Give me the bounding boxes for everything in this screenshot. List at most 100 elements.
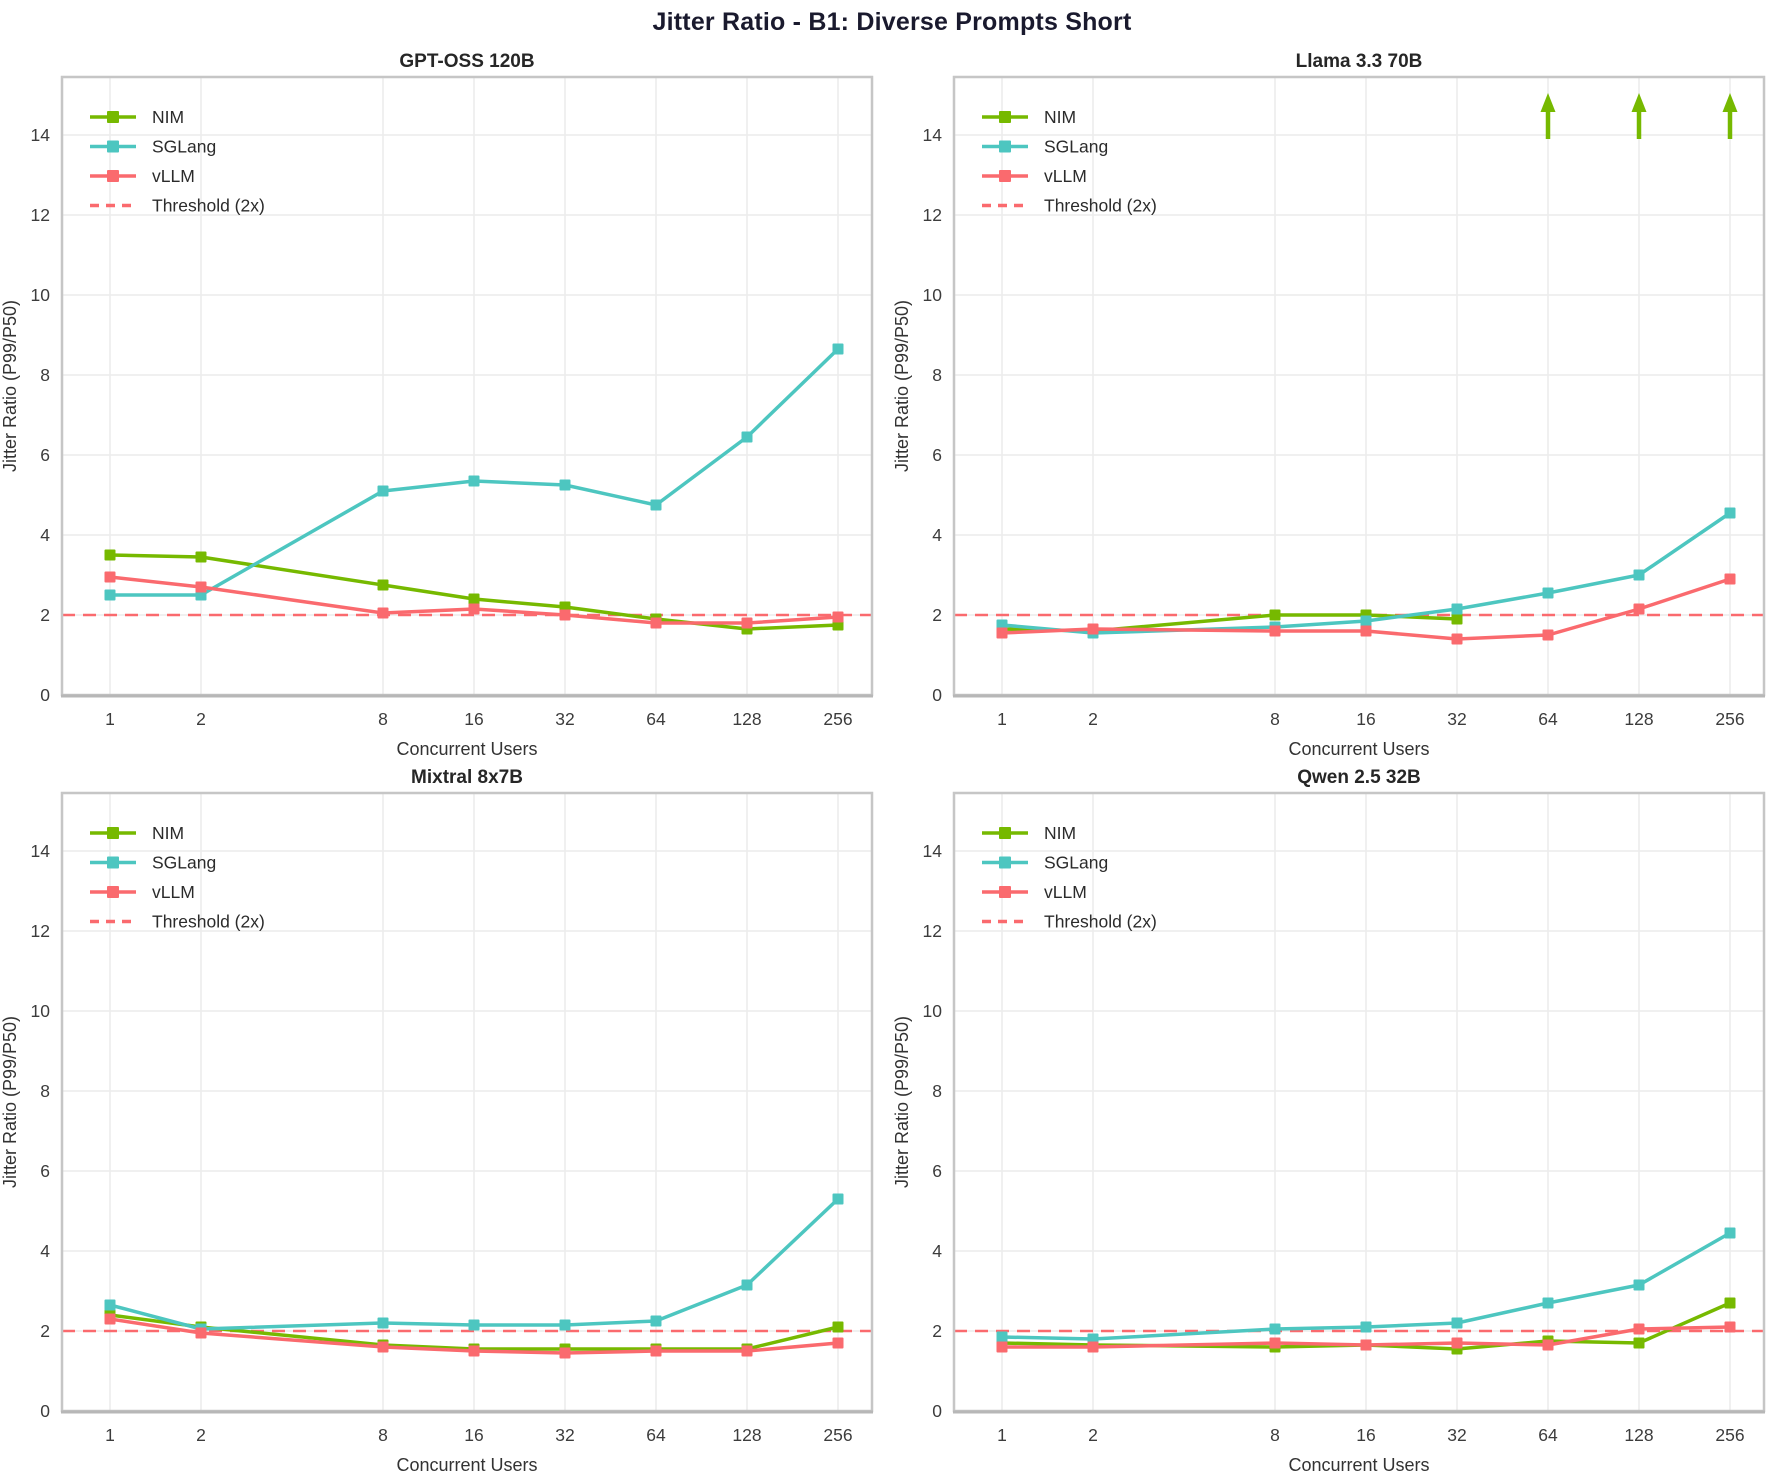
subplot-title: GPT-OSS 120B [399, 51, 534, 72]
marker-vllm [195, 581, 207, 593]
legend-label: vLLM [152, 166, 195, 186]
x-axis-label: Concurrent Users [1288, 739, 1429, 759]
figure-title: Jitter Ratio - B1: Diverse Prompts Short [652, 8, 1132, 36]
marker-vllm [1087, 1341, 1099, 1353]
x-tick-label: 256 [823, 1425, 852, 1445]
y-tick-label: 8 [932, 1081, 942, 1101]
marker-sglang [1542, 587, 1554, 599]
y-tick-label: 12 [923, 921, 942, 941]
x-tick-label: 1 [997, 1425, 1007, 1445]
marker-sglang [1633, 1279, 1645, 1291]
marker-nim [195, 551, 207, 563]
marker-sglang [1451, 1317, 1463, 1329]
subplot-title: Llama 3.3 70B [1296, 51, 1423, 72]
marker-vllm [1633, 1323, 1645, 1335]
subplot-title: Qwen 2.5 32B [1297, 767, 1421, 788]
y-tick-label: 0 [40, 1401, 50, 1421]
y-tick-label: 14 [923, 841, 943, 861]
y-tick-label: 12 [31, 205, 50, 225]
legend-label: NIM [1044, 107, 1076, 127]
legend-sample-marker [999, 827, 1011, 839]
x-tick-label: 64 [1538, 709, 1558, 729]
legend-label: Threshold (2x) [152, 912, 265, 932]
y-tick-label: 10 [31, 285, 51, 305]
x-tick-label: 1 [997, 709, 1007, 729]
y-tick-label: 14 [923, 125, 943, 145]
y-tick-label: 12 [923, 205, 942, 225]
marker-vllm [1633, 603, 1645, 615]
marker-sglang [1269, 1323, 1281, 1335]
x-tick-label: 256 [823, 709, 852, 729]
marker-sglang [1542, 1297, 1554, 1309]
legend-sample-marker [999, 170, 1011, 182]
legend-label: SGLang [1044, 137, 1108, 157]
y-tick-label: 10 [31, 1001, 51, 1021]
x-tick-label: 128 [732, 1425, 761, 1445]
y-tick-label: 2 [40, 1321, 50, 1341]
marker-sglang [559, 479, 571, 491]
x-tick-label: 8 [1270, 1425, 1280, 1445]
legend-label: SGLang [1044, 853, 1108, 873]
marker-vllm [559, 1347, 571, 1359]
x-tick-label: 64 [1538, 1425, 1558, 1445]
x-tick-label: 16 [464, 1425, 483, 1445]
y-tick-label: 10 [923, 1001, 943, 1021]
legend-label: NIM [1044, 823, 1076, 843]
marker-vllm [1542, 629, 1554, 641]
marker-sglang [650, 1315, 662, 1327]
x-tick-label: 8 [378, 709, 388, 729]
marker-nim [1269, 609, 1281, 621]
marker-sglang [468, 1319, 480, 1331]
overflow-arrow-head [1631, 93, 1647, 112]
marker-vllm [104, 571, 116, 583]
y-axis-label: Jitter Ratio (P99/P50) [892, 300, 912, 472]
marker-vllm [650, 617, 662, 629]
marker-vllm [195, 1327, 207, 1339]
y-tick-label: 4 [40, 525, 50, 545]
x-tick-label: 64 [646, 1425, 666, 1445]
x-tick-label: 2 [1088, 709, 1098, 729]
legend-sample-marker [107, 111, 119, 123]
marker-vllm [468, 603, 480, 615]
marker-nim [1724, 1297, 1736, 1309]
marker-vllm [1087, 623, 1099, 635]
subplot-llama-3-3-70b: Llama 3.3 70B 0 2 4 6 8 10 12 14 1 2 8 16 32 64 128 256 C… [892, 45, 1784, 761]
marker-vllm [1451, 633, 1463, 645]
marker-sglang [1724, 507, 1736, 519]
y-tick-label: 6 [932, 445, 942, 465]
marker-sglang [832, 343, 844, 355]
legend-sample-marker [107, 856, 119, 869]
marker-vllm [1724, 573, 1736, 585]
series-line-sglang [108, 347, 840, 597]
x-tick-label: 32 [1447, 709, 1466, 729]
y-tick-label: 12 [31, 921, 50, 941]
series-line-nim [108, 1313, 840, 1351]
marker-vllm [1360, 625, 1372, 637]
series-line-sglang [1000, 1231, 1732, 1341]
marker-vllm [741, 617, 753, 629]
series-line-vllm [108, 575, 840, 625]
x-tick-label: 16 [464, 709, 483, 729]
x-axis-label: Concurrent Users [1288, 1455, 1429, 1475]
x-tick-label: 32 [555, 1425, 574, 1445]
y-tick-label: 8 [40, 365, 50, 385]
marker-sglang [377, 1317, 389, 1329]
x-tick-label: 8 [1270, 709, 1280, 729]
series-line-vllm [1000, 1325, 1732, 1349]
y-tick-label: 8 [40, 1081, 50, 1101]
x-tick-label: 1 [105, 1425, 115, 1445]
x-axis-label: Concurrent Users [396, 1455, 537, 1475]
y-tick-label: 4 [932, 525, 942, 545]
marker-sglang [650, 499, 662, 511]
y-tick-label: 0 [40, 685, 50, 705]
x-axis-label: Concurrent Users [396, 739, 537, 759]
legend-label: vLLM [1044, 882, 1087, 902]
series-line-nim [108, 553, 840, 631]
marker-vllm [377, 607, 389, 619]
y-tick-label: 6 [40, 1161, 50, 1181]
y-tick-label: 0 [932, 685, 942, 705]
overflow-arrow-head [1722, 93, 1738, 112]
marker-sglang [741, 431, 753, 443]
